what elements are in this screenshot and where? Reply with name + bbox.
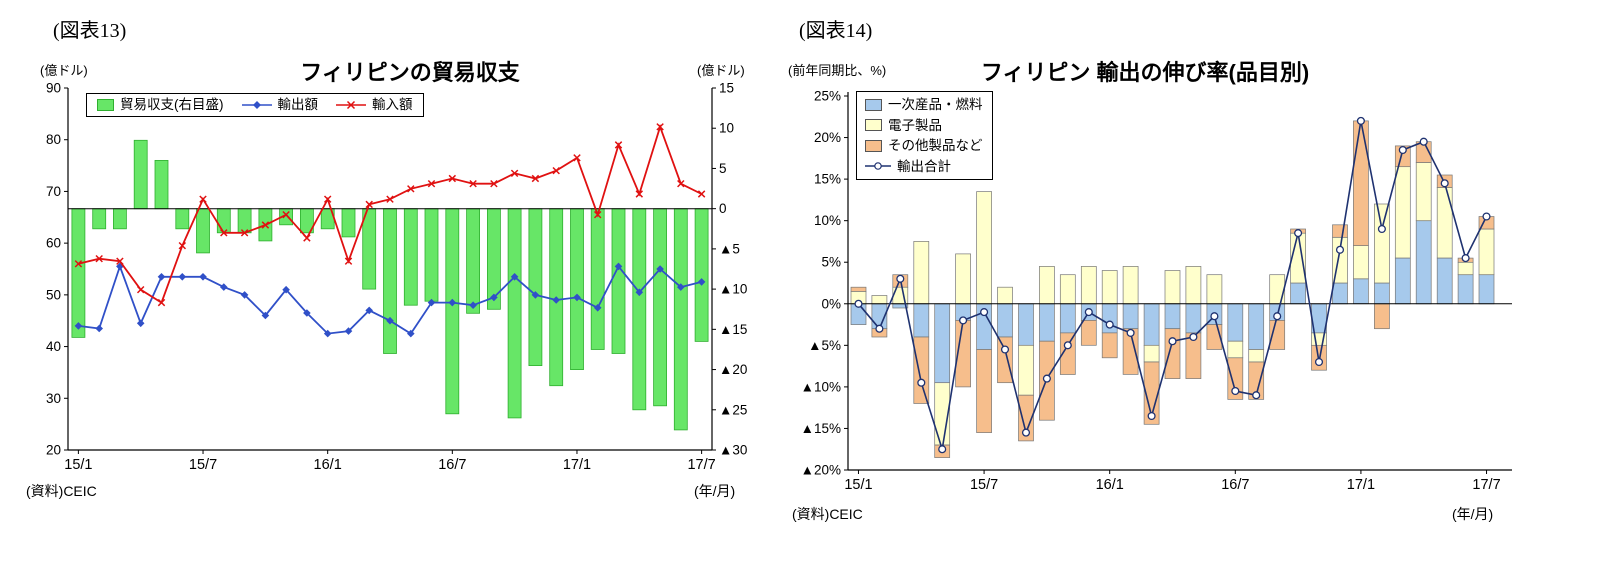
- svg-text:15/1: 15/1: [844, 477, 872, 493]
- svg-text:70: 70: [46, 184, 61, 199]
- legend-label-imports: 輸入額: [372, 97, 413, 113]
- svg-text:▲15%: ▲15%: [801, 421, 841, 436]
- figure14-plot: 25% 20% 15% 10% 5% 0% ▲5% ▲10% ▲15% ▲20%15/1 15/7 1…: [801, 89, 1512, 493]
- svg-text:▲15: ▲15: [719, 322, 747, 337]
- svg-text:15/7: 15/7: [189, 457, 217, 473]
- total-exports-line-marker-icon: [865, 161, 891, 171]
- legend-item-imports: 輸入額: [336, 98, 413, 112]
- svg-text:17/7: 17/7: [1472, 477, 1500, 493]
- primary-fuel-swatch-icon: [865, 98, 882, 111]
- svg-text:20: 20: [46, 443, 61, 458]
- svg-text:16/7: 16/7: [438, 457, 466, 473]
- legend-item-electronics: 電子製品: [865, 117, 942, 133]
- legend-item-exports: 輸出額: [241, 97, 319, 113]
- figure13-x-axis-unit: (年/月): [694, 483, 736, 499]
- svg-text:15/7: 15/7: [970, 477, 998, 493]
- svg-text:15%: 15%: [814, 172, 841, 187]
- figure14-tag: (図表14): [799, 20, 873, 42]
- figure14-x-axis-unit: (年/月): [1452, 506, 1494, 522]
- figure13-plot: 9080706050403020151050▲5▲10▲15▲20▲25▲301…: [46, 81, 747, 474]
- svg-text:0: 0: [719, 201, 727, 216]
- svg-text:30: 30: [46, 391, 61, 406]
- svg-text:25%: 25%: [814, 89, 841, 104]
- svg-text:5%: 5%: [821, 255, 841, 270]
- svg-text:▲10%: ▲10%: [801, 379, 841, 394]
- svg-text:16/1: 16/1: [314, 457, 342, 473]
- trade-balance-swatch-icon: [97, 99, 114, 111]
- svg-text:17/7: 17/7: [687, 457, 715, 473]
- legend-label-exports: 輸出額: [277, 97, 319, 113]
- figure14-source: (資料)CEIC: [792, 506, 863, 522]
- svg-text:20%: 20%: [814, 130, 841, 145]
- svg-text:16/1: 16/1: [1096, 477, 1124, 493]
- legend-item-other-products: その他製品など: [865, 139, 983, 153]
- svg-text:▲10: ▲10: [719, 282, 747, 297]
- figure13-left-axis-unit: (億ドル): [40, 63, 88, 78]
- svg-text:50: 50: [46, 287, 61, 302]
- svg-text:▲5%: ▲5%: [808, 338, 841, 353]
- other-products-swatch-icon: [865, 139, 882, 152]
- legend-label-total-exports: 輸出合計: [897, 158, 951, 174]
- svg-text:80: 80: [46, 132, 61, 147]
- svg-text:60: 60: [46, 236, 61, 251]
- figure13-tag: (図表13): [53, 20, 127, 42]
- figure13-source: (資料)CEIC: [26, 483, 97, 499]
- exports-line-marker-icon: [241, 100, 272, 110]
- svg-text:15/1: 15/1: [64, 457, 92, 473]
- legend-label-primary-fuel: 一次産品・燃料: [888, 97, 983, 112]
- legend-label-trade-balance: 貿易収支(右目盛): [120, 97, 224, 113]
- svg-text:5: 5: [719, 161, 727, 176]
- svg-text:90: 90: [46, 81, 61, 96]
- svg-text:40: 40: [46, 339, 61, 354]
- legend-item-total-exports: 輸出合計: [865, 158, 951, 174]
- svg-text:16/7: 16/7: [1221, 477, 1249, 493]
- legend-item-trade-balance: 貿易収支(右目盛): [97, 98, 224, 112]
- imports-line-marker-icon: [336, 100, 366, 110]
- svg-text:0%: 0%: [821, 296, 841, 311]
- figure14-legend: 一次産品・燃料 電子製品 その他製品など 輸出合計: [856, 91, 993, 180]
- electronics-swatch-icon: [865, 119, 882, 132]
- figure13-title: フィリピンの貿易収支: [300, 60, 520, 85]
- svg-text:10: 10: [719, 121, 734, 136]
- figure13-right-axis-unit: (億ドル): [697, 63, 745, 78]
- figure13-legend: 貿易収支(右目盛) 輸出額 輸入額: [86, 93, 424, 117]
- legend-label-electronics: 電子製品: [888, 117, 942, 133]
- svg-text:17/1: 17/1: [563, 457, 591, 473]
- figure14-title: フィリピン 輸出の伸び率(品目別): [980, 60, 1310, 85]
- svg-text:▲5: ▲5: [719, 241, 740, 256]
- svg-text:▲25: ▲25: [719, 402, 747, 417]
- legend-label-other-products: その他製品など: [888, 138, 983, 153]
- svg-text:17/1: 17/1: [1347, 477, 1375, 493]
- svg-text:10%: 10%: [814, 213, 841, 228]
- figure14-y-axis-unit: (前年同期比、%): [788, 63, 887, 78]
- svg-text:▲20%: ▲20%: [801, 463, 841, 478]
- svg-text:▲30: ▲30: [719, 443, 747, 458]
- svg-text:▲20: ▲20: [719, 362, 747, 377]
- svg-text:15: 15: [719, 81, 734, 96]
- legend-item-primary-fuel: 一次産品・燃料: [865, 98, 983, 112]
